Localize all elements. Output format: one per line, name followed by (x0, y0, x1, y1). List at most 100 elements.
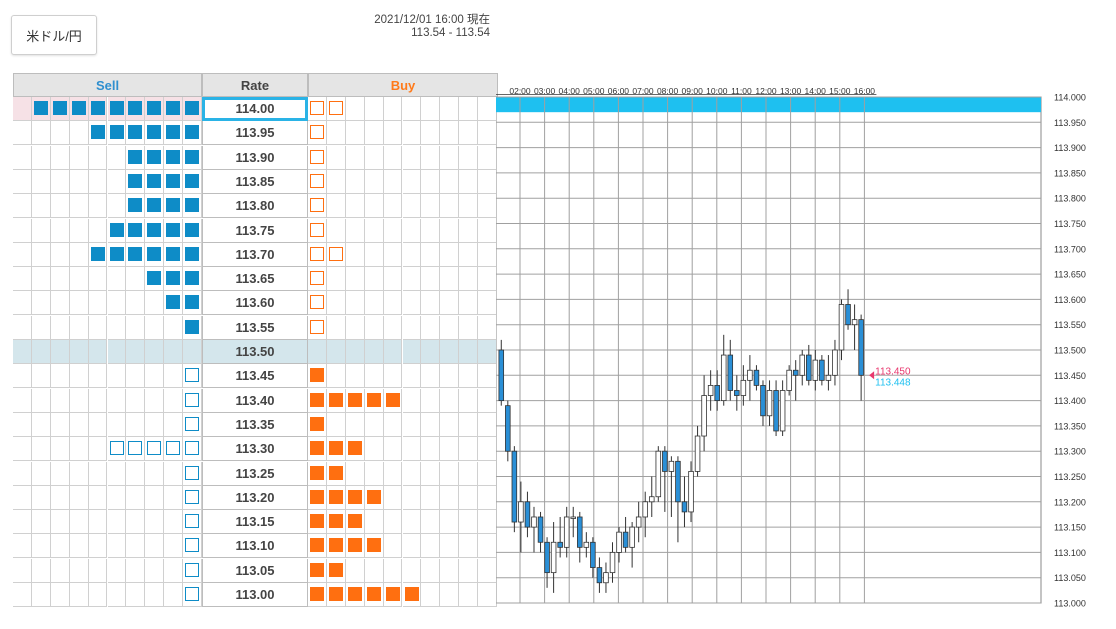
buy-order-filled[interactable] (310, 562, 324, 577)
buy-cell[interactable] (459, 364, 479, 389)
sell-cell[interactable] (50, 510, 70, 535)
buy-cell[interactable] (421, 534, 441, 559)
buy-cell[interactable] (308, 267, 327, 292)
sell-cell[interactable] (31, 218, 51, 243)
buy-cell[interactable] (308, 437, 327, 462)
ladder-row[interactable]: 113.75 (13, 218, 498, 243)
sell-cell[interactable] (183, 242, 202, 267)
buy-cell[interactable] (326, 388, 346, 413)
sell-cell[interactable] (13, 315, 32, 340)
buy-cell[interactable] (364, 169, 384, 194)
sell-cell[interactable] (145, 145, 165, 170)
sell-cell[interactable] (126, 510, 146, 535)
sell-cell[interactable] (183, 461, 202, 486)
sell-cell[interactable] (88, 461, 108, 486)
sell-cell[interactable] (126, 364, 146, 389)
buy-order-filled[interactable] (328, 465, 343, 480)
buy-cell[interactable] (345, 242, 365, 267)
sell-cell[interactable] (69, 510, 89, 535)
buy-cell[interactable] (402, 534, 422, 559)
sell-cell[interactable] (69, 461, 89, 486)
buy-cell[interactable] (383, 388, 403, 413)
sell-cell[interactable] (13, 388, 32, 413)
sell-cell[interactable] (50, 412, 70, 437)
buy-cell[interactable] (364, 388, 384, 413)
buy-cell[interactable] (421, 267, 441, 292)
sell-cell[interactable] (88, 437, 108, 462)
sell-cell[interactable] (31, 558, 51, 583)
buy-cell[interactable] (421, 145, 441, 170)
buy-order-filled[interactable] (366, 489, 381, 504)
buy-cell[interactable] (440, 121, 460, 146)
buy-cell[interactable] (383, 412, 403, 437)
buy-cell[interactable] (383, 145, 403, 170)
buy-cell[interactable] (345, 412, 365, 437)
sell-order-filled[interactable] (52, 101, 67, 115)
sell-cell[interactable] (88, 242, 108, 267)
buy-cell[interactable] (383, 97, 403, 121)
ladder-row[interactable]: 113.60 (13, 291, 498, 316)
sell-cell[interactable] (69, 291, 89, 316)
sell-cell[interactable] (50, 145, 70, 170)
sell-order-filled[interactable] (128, 246, 143, 261)
buy-cell[interactable] (308, 558, 327, 583)
sell-cell[interactable] (145, 267, 165, 292)
sell-cell[interactable] (107, 461, 127, 486)
buy-cell[interactable] (402, 315, 422, 340)
sell-cell[interactable] (126, 97, 146, 121)
buy-cell[interactable] (326, 534, 346, 559)
sell-cell[interactable] (50, 340, 70, 364)
sell-order-filled[interactable] (128, 125, 143, 140)
buy-order-open[interactable] (310, 125, 324, 140)
sell-cell[interactable] (183, 412, 202, 437)
sell-cell[interactable] (31, 364, 51, 389)
buy-cell[interactable] (440, 267, 460, 292)
buy-cell[interactable] (308, 461, 327, 486)
buy-cell[interactable] (364, 461, 384, 486)
buy-cell[interactable] (326, 194, 346, 219)
buy-cell[interactable] (421, 412, 441, 437)
ladder-row[interactable]: 113.45 (13, 364, 498, 389)
sell-cell[interactable] (69, 485, 89, 510)
buy-cell[interactable] (459, 169, 479, 194)
buy-cell[interactable] (364, 583, 384, 607)
buy-cell[interactable] (402, 121, 422, 146)
sell-cell[interactable] (164, 97, 184, 121)
sell-order-open[interactable] (109, 441, 124, 456)
sell-cell[interactable] (164, 291, 184, 316)
sell-cell[interactable] (145, 558, 165, 583)
buy-cell[interactable] (421, 340, 441, 364)
buy-cell[interactable] (402, 291, 422, 316)
sell-cell[interactable] (164, 218, 184, 243)
buy-cell[interactable] (440, 461, 460, 486)
ladder-row[interactable]: 113.15 (13, 510, 498, 535)
sell-cell[interactable] (31, 121, 51, 146)
ladder-row[interactable]: 113.40 (13, 388, 498, 413)
sell-cell[interactable] (50, 242, 70, 267)
buy-cell[interactable] (459, 291, 479, 316)
buy-cell[interactable] (440, 291, 460, 316)
sell-order-filled[interactable] (185, 319, 200, 334)
sell-order-filled[interactable] (166, 295, 181, 310)
sell-cell[interactable] (107, 121, 127, 146)
buy-order-filled[interactable] (347, 587, 362, 601)
sell-cell[interactable] (164, 510, 184, 535)
sell-order-filled[interactable] (109, 246, 124, 261)
sell-cell[interactable] (69, 388, 89, 413)
sell-cell[interactable] (88, 169, 108, 194)
sell-cell[interactable] (69, 97, 89, 121)
buy-cell[interactable] (364, 437, 384, 462)
sell-cell[interactable] (50, 218, 70, 243)
buy-cell[interactable] (308, 340, 327, 364)
sell-order-filled[interactable] (109, 222, 124, 237)
buy-cell[interactable] (421, 364, 441, 389)
buy-cell[interactable] (478, 510, 497, 535)
sell-order-open[interactable] (166, 441, 181, 456)
ladder-row[interactable]: 113.55 (13, 315, 498, 340)
buy-cell[interactable] (383, 218, 403, 243)
buy-cell[interactable] (402, 485, 422, 510)
buy-cell[interactable] (402, 267, 422, 292)
buy-cell[interactable] (364, 121, 384, 146)
buy-cell[interactable] (308, 194, 327, 219)
buy-cell[interactable] (364, 558, 384, 583)
